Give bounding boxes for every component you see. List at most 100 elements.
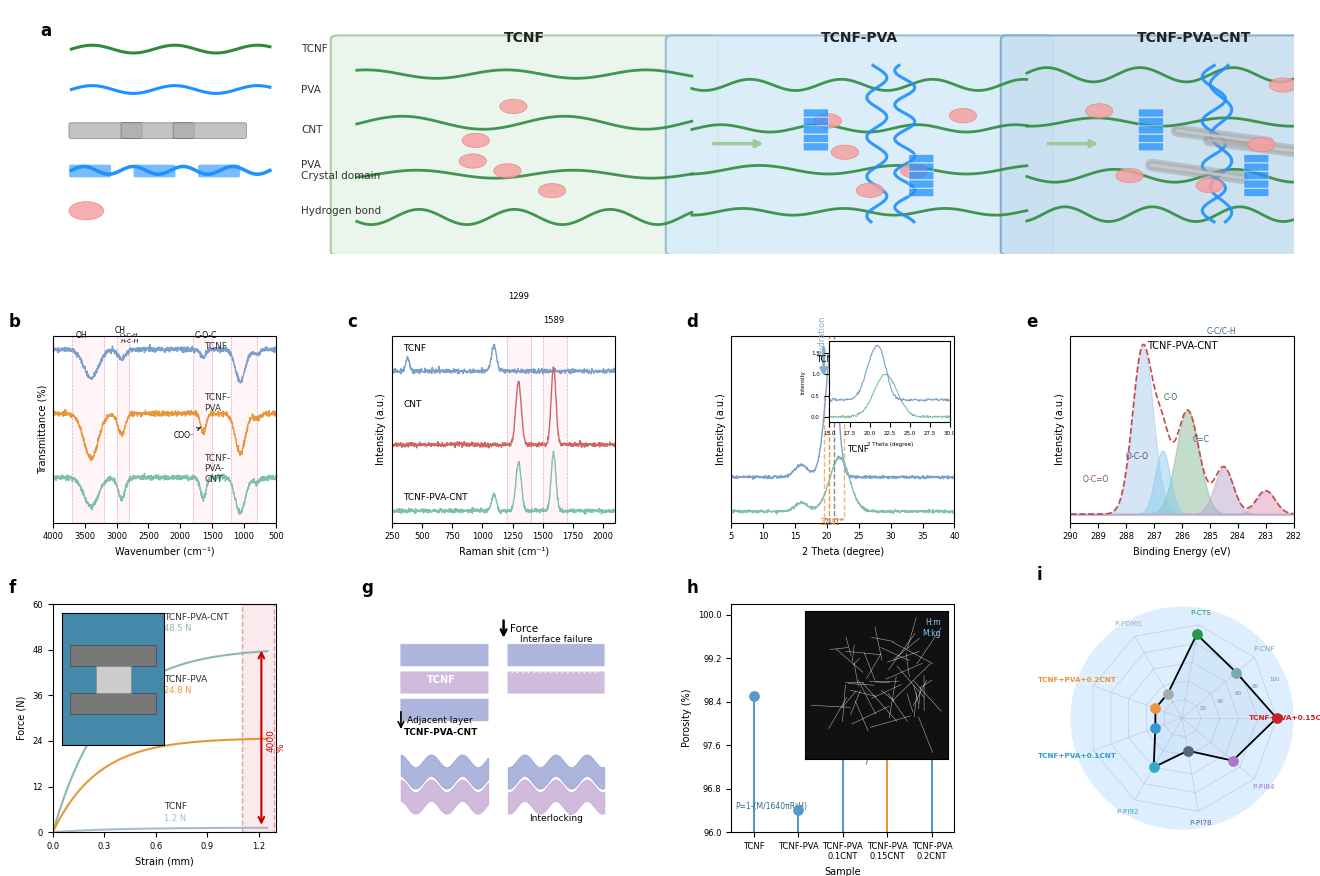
Text: CNT: CNT [301, 125, 322, 135]
Text: P-PDMS: P-PDMS [1114, 621, 1142, 627]
Text: TCNF: TCNF [205, 342, 227, 351]
FancyBboxPatch shape [909, 163, 933, 171]
Ellipse shape [832, 145, 858, 159]
FancyBboxPatch shape [1243, 172, 1269, 180]
Bar [231, 336, 257, 523]
FancyBboxPatch shape [909, 172, 933, 180]
Text: Hydration: Hydration [817, 315, 826, 357]
Text: C-C/C-H: C-C/C-H [1206, 327, 1236, 336]
Text: i: i [1038, 566, 1043, 583]
Ellipse shape [1196, 179, 1224, 193]
FancyBboxPatch shape [1243, 188, 1269, 196]
Text: a: a [41, 22, 51, 39]
Ellipse shape [949, 109, 977, 123]
Y-axis label: Force (N): Force (N) [17, 696, 26, 740]
Bar [543, 336, 566, 523]
FancyBboxPatch shape [507, 671, 605, 694]
Text: PVA
Crystal domain: PVA Crystal domain [301, 159, 380, 181]
Text: 20.4°: 20.4° [818, 518, 840, 527]
Point [921, 679, 942, 693]
FancyBboxPatch shape [69, 123, 143, 138]
Ellipse shape [494, 164, 521, 178]
Text: b: b [8, 313, 20, 330]
Text: Interface failure: Interface failure [520, 635, 593, 644]
Text: P-PI92: P-PI92 [1117, 809, 1139, 816]
Point [1144, 721, 1166, 735]
Text: C-O: C-O [1164, 393, 1177, 402]
Text: P-CNF: P-CNF [1253, 646, 1275, 653]
Text: P=1-(M/1640πR²H): P=1-(M/1640πR²H) [735, 802, 808, 811]
X-axis label: 2 Theta (degree): 2 Theta (degree) [801, 547, 884, 557]
Text: 4000
%: 4000 % [267, 730, 286, 752]
Text: TCNF: TCNF [847, 445, 869, 454]
Point [876, 662, 898, 676]
Ellipse shape [462, 133, 490, 147]
FancyBboxPatch shape [804, 117, 829, 125]
Point [743, 689, 764, 703]
Text: TCNF+PVA+0.15CNT: TCNF+PVA+0.15CNT [1249, 715, 1320, 721]
Text: Force: Force [511, 624, 539, 634]
FancyBboxPatch shape [173, 123, 247, 138]
Text: TCNF+PVA+0.1CNT: TCNF+PVA+0.1CNT [1038, 753, 1117, 759]
Text: c: c [347, 313, 358, 330]
X-axis label: Strain (mm): Strain (mm) [135, 857, 194, 866]
Text: d: d [686, 313, 698, 330]
Text: f: f [8, 579, 16, 597]
Text: TCNF-PVA: TCNF-PVA [165, 675, 207, 683]
Text: TCNF-PVA: TCNF-PVA [821, 32, 898, 46]
FancyBboxPatch shape [400, 644, 488, 667]
FancyBboxPatch shape [1138, 143, 1163, 151]
Bar [824, 396, 843, 519]
Text: e: e [1026, 313, 1038, 330]
Ellipse shape [539, 183, 566, 198]
Text: TCNF: TCNF [403, 344, 426, 353]
Text: TCNF-PVA-CNT: TCNF-PVA-CNT [404, 728, 478, 738]
Text: O-C-H
H-C-H: O-C-H H-C-H [120, 333, 139, 344]
Text: TCNF-PVA-CNT: TCNF-PVA-CNT [1137, 32, 1251, 46]
Point [1226, 666, 1247, 680]
Bar [242, 604, 275, 832]
Ellipse shape [459, 154, 486, 168]
Text: Interlocking: Interlocking [529, 814, 583, 823]
Text: TCNF: TCNF [301, 44, 327, 54]
X-axis label: Binding Energy (eV): Binding Energy (eV) [1133, 547, 1230, 557]
FancyBboxPatch shape [1243, 155, 1269, 163]
Y-axis label: Intensity (a.u.): Intensity (a.u.) [376, 393, 387, 465]
Text: 1.2 N: 1.2 N [165, 814, 186, 823]
FancyBboxPatch shape [133, 165, 176, 178]
FancyBboxPatch shape [400, 671, 488, 694]
Ellipse shape [1115, 168, 1143, 183]
Text: g: g [360, 579, 372, 597]
X-axis label: Raman shit (cm⁻¹): Raman shit (cm⁻¹) [458, 547, 549, 557]
Y-axis label: Porosity (%): Porosity (%) [682, 689, 692, 747]
Bar [116, 336, 129, 523]
Ellipse shape [1247, 138, 1275, 152]
FancyBboxPatch shape [909, 155, 933, 163]
Text: TCNF: TCNF [504, 32, 545, 46]
FancyBboxPatch shape [507, 644, 605, 667]
Text: 48.5 N: 48.5 N [165, 625, 191, 633]
FancyBboxPatch shape [1001, 35, 1320, 255]
Y-axis label: Transmittance (%): Transmittance (%) [37, 385, 48, 474]
FancyBboxPatch shape [1138, 135, 1163, 142]
FancyBboxPatch shape [1138, 110, 1163, 117]
Text: TCNF: TCNF [165, 802, 187, 811]
Text: h: h [686, 579, 698, 597]
FancyBboxPatch shape [1243, 163, 1269, 171]
Bar [507, 336, 531, 523]
Text: 1299: 1299 [508, 292, 529, 300]
FancyBboxPatch shape [331, 35, 718, 255]
Text: Hydrogen bond: Hydrogen bond [301, 206, 381, 215]
Text: OH: OH [75, 331, 87, 340]
FancyBboxPatch shape [121, 123, 194, 138]
Point [1144, 702, 1166, 716]
Point [788, 803, 809, 817]
Text: TCNF-PVA-CNT: TCNF-PVA-CNT [1147, 342, 1217, 351]
Ellipse shape [69, 201, 104, 220]
Text: C-O-C: C-O-C [194, 331, 216, 340]
Text: TCNF+PVA+0.2CNT: TCNF+PVA+0.2CNT [1038, 677, 1117, 683]
Text: COO⁻: COO⁻ [174, 427, 201, 440]
Point [1266, 711, 1287, 725]
Text: Adjacent layer: Adjacent layer [407, 716, 473, 725]
X-axis label: Wavenumber (cm⁻¹): Wavenumber (cm⁻¹) [115, 547, 214, 557]
